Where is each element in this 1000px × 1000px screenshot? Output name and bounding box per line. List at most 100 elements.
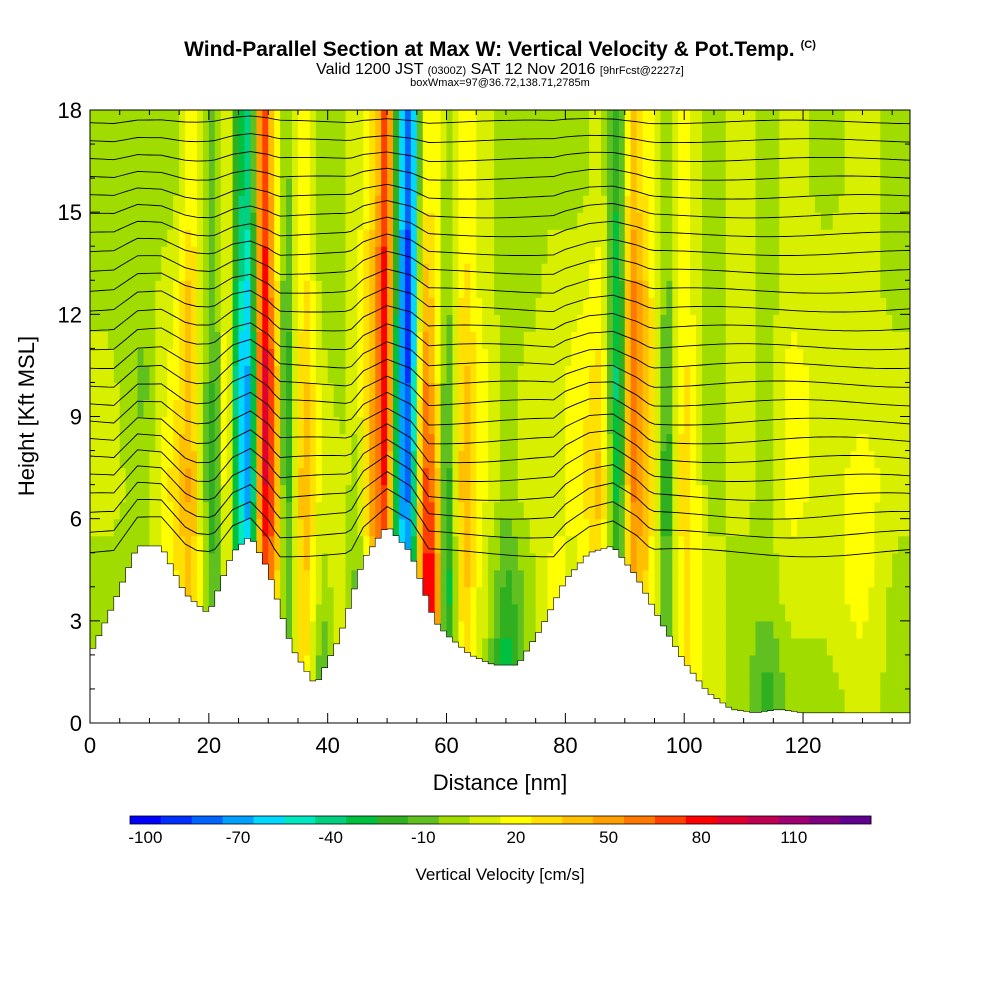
w-cell [862,212,869,230]
w-cell [345,229,353,247]
w-cell [339,161,347,179]
w-cell [814,399,822,418]
w-cell [440,467,448,486]
w-cell [220,263,228,281]
w-cell [898,416,905,435]
w-cell [327,246,335,264]
w-cell [826,365,834,384]
w-cell [214,144,222,162]
w-cell [458,433,465,452]
w-cell [214,399,222,418]
w-cell [280,433,287,452]
w-cell [826,246,834,264]
w-cell [179,348,186,367]
w-cell [381,280,388,298]
w-cell [529,518,537,537]
w-cell [660,178,667,196]
w-cell [387,229,394,247]
w-cell [167,195,174,213]
w-cell [713,450,721,469]
w-cell [606,365,614,384]
w-cell [791,229,798,247]
w-cell [393,195,400,213]
w-cell [517,280,525,298]
w-cell [523,263,531,281]
w-cell [577,212,584,230]
w-cell [725,535,733,554]
w-cell [95,484,103,503]
w-cell [904,603,910,622]
w-cell [826,433,834,452]
w-cell [369,535,376,554]
w-cell [535,331,543,349]
w-cell [256,501,263,520]
w-cell [696,518,703,537]
theta-contour-line [90,454,910,501]
w-cell [309,603,317,622]
w-cell [820,688,828,707]
w-cell [803,331,810,349]
w-cell [226,535,234,554]
w-cell [785,246,792,264]
w-cell [345,501,353,520]
w-cell [523,450,531,469]
w-cell [797,297,804,315]
w-cell [844,297,852,315]
w-cell [428,314,436,332]
w-cell [814,331,822,349]
w-cell [345,416,353,435]
w-cell [755,654,763,673]
w-cell [333,416,341,435]
w-cell [345,263,353,281]
w-cell [737,110,745,128]
w-cell [101,552,109,571]
w-cell [458,603,465,622]
w-cell [202,467,210,486]
w-cell [196,246,204,264]
w-cell [393,246,400,264]
w-cell [862,603,869,622]
w-cell [624,518,632,537]
w-cell [737,161,745,179]
w-cell [202,535,210,554]
w-cell [541,178,549,196]
w-cell [606,212,614,230]
w-cell [797,433,804,452]
w-cell [696,365,703,384]
w-cell [601,229,608,247]
w-cell [618,297,626,315]
w-cell [404,144,412,162]
w-cell [161,127,168,145]
w-cell [179,144,186,162]
w-cell [101,586,109,605]
w-cell [351,518,358,537]
w-cell [244,399,252,418]
w-cell [95,110,103,128]
w-cell [95,127,103,145]
w-cell [690,535,697,554]
w-cell [131,535,139,554]
w-cell [808,484,816,503]
w-cell [297,450,305,469]
w-cell [606,297,614,315]
w-cell [767,195,774,213]
w-cell [904,246,910,264]
w-cell [173,382,180,401]
w-cell [505,484,513,503]
w-cell [440,399,448,418]
w-cell [547,552,555,571]
w-cell [422,331,430,349]
w-cell [113,535,121,554]
w-cell [826,331,834,349]
w-cell [440,178,448,196]
w-cell [648,399,656,418]
w-cell [707,161,715,179]
w-cell [808,620,816,639]
w-cell [749,178,757,196]
w-cell [238,518,246,537]
w-cell [719,399,727,418]
w-cell [737,229,745,247]
w-cell [565,127,572,145]
w-cell [470,348,477,367]
w-cell [707,144,715,162]
